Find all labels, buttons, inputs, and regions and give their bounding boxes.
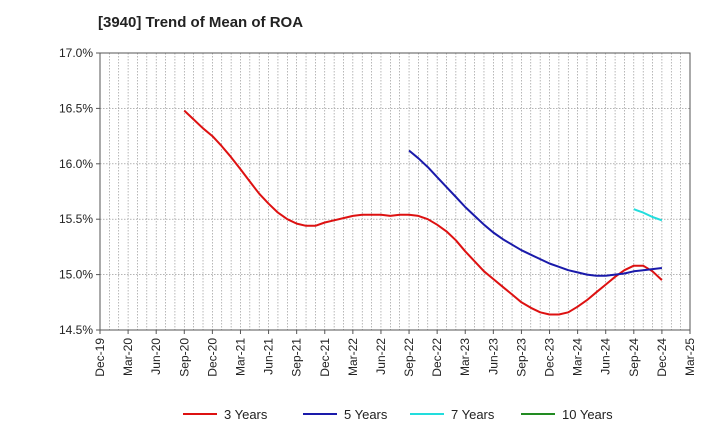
x-tick-label: Sep-23 [514,338,528,377]
x-tick-label: Jun-21 [262,338,276,375]
y-tick-label: 17.0% [59,46,93,60]
x-tick-label: Jun-24 [599,338,613,375]
x-tick-label: Dec-22 [430,338,444,377]
legend-label-10-years: 10 Years [562,407,613,422]
legend-label-3-years: 3 Years [224,407,268,422]
x-axis-ticks: Dec-19 Mar-20 Jun-20 Sep-20 Dec-20 Mar-21 Jun-… [93,330,697,377]
x-tick-label: Dec-20 [205,338,219,377]
x-tick-label: Dec-24 [655,338,669,377]
x-tick-label: Mar-21 [233,338,247,376]
x-tick-label: Jun-23 [486,338,500,375]
x-tick-label: Mar-25 [683,338,697,376]
y-tick-label: 16.0% [59,157,93,171]
x-tick-label: Mar-20 [121,338,135,376]
series-line-3-years [183,109,663,316]
grid-layer [100,53,690,330]
legend: 3 Years 5 Years 7 Years 10 Years [183,407,613,422]
x-tick-label: Sep-20 [177,338,191,377]
x-tick-label: Sep-21 [290,338,304,377]
y-axis-ticks: 14.5% 15.0% 15.5% 16.0% 16.5% 17.0% [59,46,100,337]
x-tick-label: Dec-23 [543,338,557,377]
y-tick-label: 15.5% [59,212,93,226]
y-tick-label: 14.5% [59,323,93,337]
legend-label-5-years: 5 Years [344,407,388,422]
x-tick-label: Jun-20 [149,338,163,375]
x-tick-label: Dec-21 [318,338,332,377]
series-line-5-years [408,149,663,277]
x-tick-label: Mar-24 [571,338,585,376]
x-tick-label: Mar-23 [458,338,472,376]
x-tick-label: Sep-22 [402,338,416,377]
y-tick-label: 15.0% [59,268,93,282]
series-layer [183,109,663,316]
plot-frame [99,52,691,331]
x-tick-label: Mar-22 [346,338,360,376]
y-tick-label: 16.5% [59,101,93,115]
legend-label-7-years: 7 Years [451,407,495,422]
x-tick-label: Jun-22 [374,338,388,375]
series-line-7-years [633,208,663,222]
x-tick-label: Sep-24 [627,338,641,377]
x-tick-label: Dec-19 [93,338,107,377]
chart-title: [3940] Trend of Mean of ROA [98,14,304,31]
